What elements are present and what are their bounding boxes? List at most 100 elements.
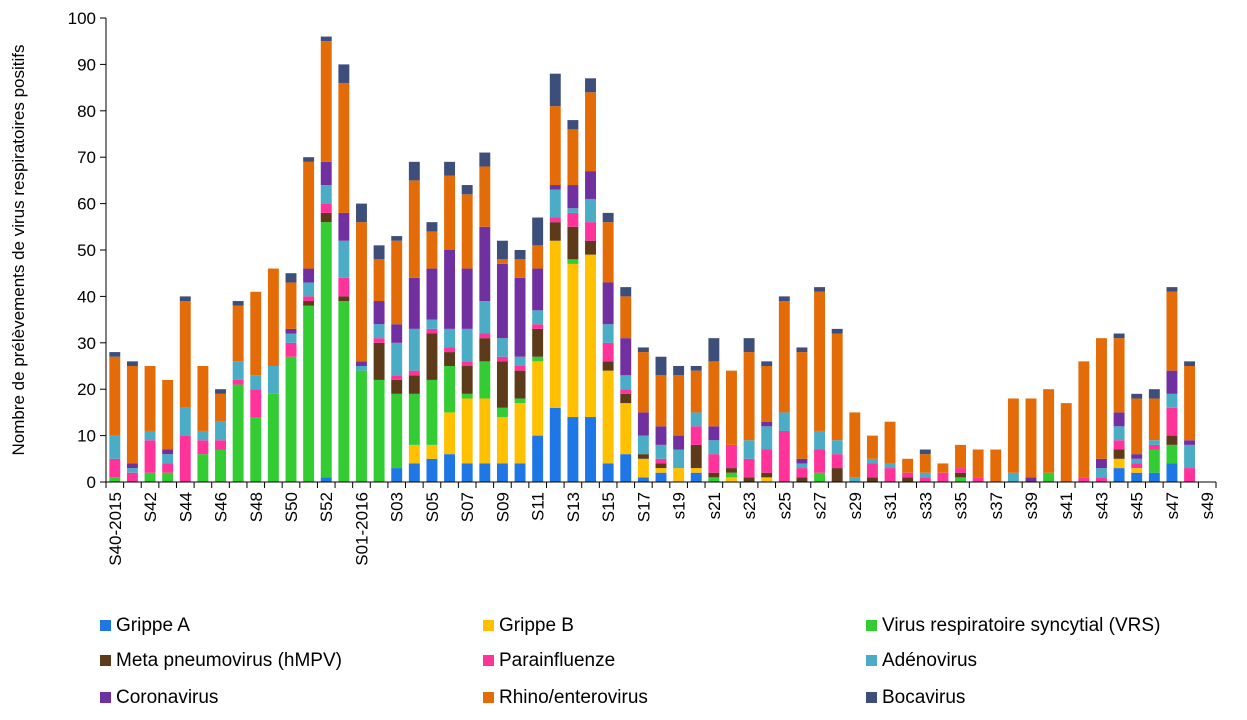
bar-segment [549, 240, 561, 408]
bar-segment [708, 426, 720, 441]
bar-segment [708, 454, 720, 473]
bar-segment [408, 180, 420, 278]
bar-segment [532, 324, 544, 329]
bar-segment [1131, 458, 1143, 464]
bar-segment [937, 463, 949, 473]
x-tick-label: S50 [282, 492, 301, 522]
bar-segment [1148, 440, 1160, 445]
bar-segment [126, 361, 138, 366]
bar-segment [708, 338, 720, 362]
bar-segment [637, 458, 649, 478]
bar-segment [1096, 458, 1107, 469]
bar-segment [1078, 361, 1090, 478]
bar-segment [602, 212, 614, 223]
bar-segment [408, 161, 420, 181]
bar-segment [726, 444, 737, 469]
bar-segment [461, 328, 473, 362]
legend-swatch [100, 692, 111, 703]
bar-segment [285, 328, 297, 334]
bar-segment [567, 212, 579, 227]
bar-segment [496, 338, 508, 357]
bar-segment [1025, 477, 1037, 482]
bar-segment [391, 375, 403, 380]
x-tick-label: S01-2016 [352, 492, 371, 566]
bar-segment [743, 338, 755, 353]
legend-label: Rhino/enterovirus [499, 687, 648, 708]
bar-segment [126, 366, 138, 464]
bar-segment [144, 472, 156, 482]
bar-segment [814, 472, 826, 482]
bar-segment [391, 468, 403, 482]
bar-segment [373, 338, 385, 343]
bar-segment [655, 356, 667, 376]
bar-segment [232, 301, 244, 306]
bar-segment [426, 458, 438, 482]
bar-segment [690, 412, 702, 427]
bar-segment [162, 472, 174, 482]
bar-segment [285, 342, 297, 357]
bar-segment [778, 296, 790, 302]
bar-segment [708, 472, 720, 478]
x-tick-label: S52 [317, 492, 336, 522]
legend: Grippe A Grippe B Virus respiratoire syncy… [100, 615, 1160, 708]
bar-segment [955, 468, 966, 473]
bar-segment [303, 296, 315, 302]
bar-segment [285, 356, 297, 482]
bar-segment [637, 412, 649, 436]
legend-swatch [866, 620, 877, 631]
legend-swatch [483, 620, 494, 631]
bar-segment [620, 403, 632, 455]
bar-segment [567, 185, 579, 209]
x-tick-label: s43 [1092, 492, 1111, 519]
bar-segment [479, 226, 491, 302]
bar-segment [285, 333, 297, 343]
bar-segment [408, 375, 420, 394]
bar-segment [303, 305, 315, 482]
bar-segment [990, 449, 1002, 482]
y-tick-label: 10 [77, 427, 96, 446]
bar-segment [215, 440, 226, 450]
bar-segment [1148, 389, 1160, 399]
bar-segment [356, 366, 367, 371]
bar-segment [356, 370, 367, 482]
bar-segment [549, 222, 561, 241]
bar-segment [532, 310, 544, 325]
bar-segment [620, 287, 632, 297]
x-tick-label: s31 [881, 492, 900, 519]
bar-segment [726, 468, 737, 473]
x-tick-label: s21 [705, 492, 724, 519]
bar-segment [655, 375, 667, 427]
bar-segment [426, 231, 438, 269]
x-tick-label: s39 [1022, 492, 1041, 519]
bar-segment [250, 389, 262, 418]
bar-segment [267, 393, 279, 482]
x-tick-label: s41 [1057, 492, 1076, 519]
bar-segment [831, 333, 843, 441]
bar-segment [866, 463, 878, 478]
bar-segment [267, 268, 279, 366]
bar-segment [919, 454, 931, 473]
bar-segment [532, 356, 544, 362]
bar-segment [1113, 468, 1125, 482]
bar-segment [585, 222, 596, 241]
bar-segment [514, 259, 526, 278]
bar-segment [1148, 398, 1160, 441]
bar-segment [303, 161, 315, 269]
bar-segment [955, 444, 966, 469]
bar-segment [567, 208, 579, 213]
bar-segment [620, 393, 632, 404]
bar-segment [109, 435, 121, 459]
bar-segment [690, 472, 702, 482]
bar-segment [479, 333, 491, 339]
bar-segment [1166, 463, 1178, 482]
bar-segment [549, 185, 561, 190]
bar-segment [338, 296, 350, 302]
bar-segment [955, 477, 966, 482]
bar-segment [373, 342, 385, 380]
bar-segment [761, 449, 773, 473]
bar-segment [620, 296, 632, 339]
bar-segment [320, 203, 332, 213]
bar-segment [849, 412, 861, 478]
bar-segment [585, 240, 596, 255]
bar-segment [1113, 426, 1125, 441]
